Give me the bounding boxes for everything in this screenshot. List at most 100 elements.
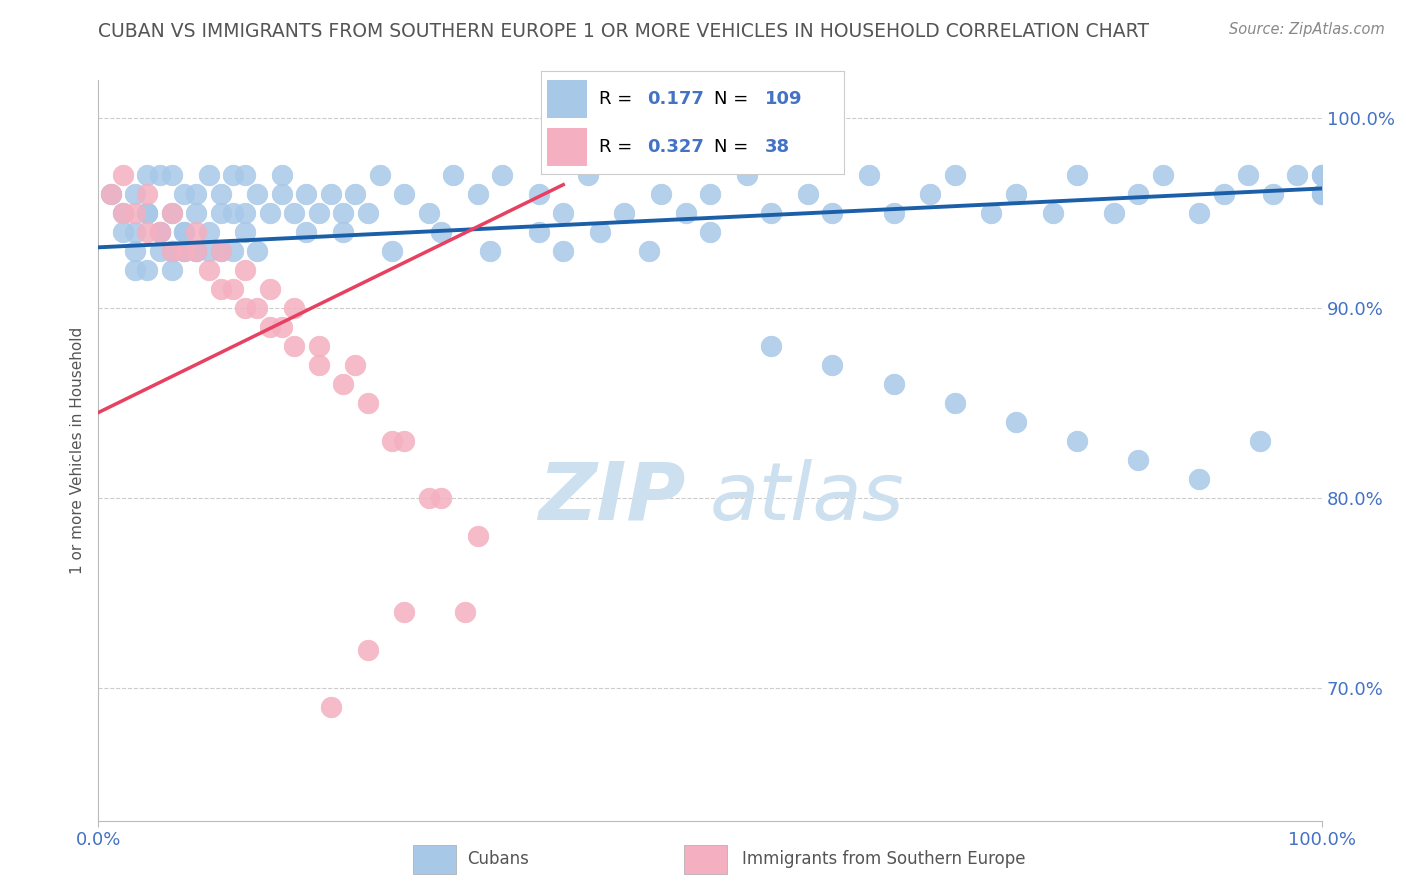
Point — [136, 187, 159, 202]
Point — [100, 187, 122, 202]
Point — [186, 244, 208, 259]
Point — [111, 206, 134, 220]
Point — [576, 168, 599, 182]
Point — [209, 244, 232, 259]
Point — [699, 187, 721, 202]
Point — [356, 396, 378, 410]
Point — [295, 187, 318, 202]
Point — [344, 187, 367, 202]
Point — [160, 206, 183, 220]
Point — [136, 263, 159, 277]
Text: Immigrants from Southern Europe: Immigrants from Southern Europe — [742, 849, 1025, 868]
Point — [136, 168, 159, 182]
Point — [308, 358, 330, 372]
Point — [222, 206, 245, 220]
Point — [233, 206, 256, 220]
Text: 38: 38 — [765, 137, 790, 156]
Point — [100, 187, 122, 202]
Text: 0.327: 0.327 — [647, 137, 704, 156]
Point — [209, 282, 232, 296]
Point — [883, 206, 905, 220]
Point — [160, 206, 183, 220]
Point — [761, 206, 783, 220]
Point — [283, 206, 305, 220]
Point — [308, 339, 330, 353]
Point — [136, 206, 159, 220]
Point — [1066, 168, 1088, 182]
Text: N =: N = — [714, 89, 754, 108]
Point — [368, 168, 391, 182]
Point — [160, 244, 183, 259]
FancyBboxPatch shape — [413, 845, 456, 874]
Point — [527, 225, 550, 239]
Point — [821, 358, 844, 372]
Point — [1188, 472, 1211, 486]
Point — [675, 206, 697, 220]
Point — [1212, 187, 1234, 202]
Point — [858, 168, 880, 182]
Point — [478, 244, 501, 259]
Point — [1286, 168, 1309, 182]
Point — [1261, 187, 1284, 202]
Point — [173, 244, 195, 259]
Point — [124, 244, 146, 259]
Point — [283, 301, 305, 315]
Text: R =: R = — [599, 89, 638, 108]
Point — [699, 225, 721, 239]
Point — [527, 187, 550, 202]
Text: 109: 109 — [765, 89, 803, 108]
Point — [1310, 168, 1333, 182]
Point — [1310, 187, 1333, 202]
Point — [173, 225, 195, 239]
FancyBboxPatch shape — [547, 79, 586, 118]
Point — [246, 187, 269, 202]
Point — [356, 206, 378, 220]
Point — [1250, 434, 1272, 448]
Point — [173, 244, 195, 259]
Point — [308, 206, 330, 220]
Point — [761, 339, 783, 353]
Point — [589, 225, 612, 239]
Point — [283, 339, 305, 353]
Point — [553, 244, 575, 259]
Point — [124, 263, 146, 277]
Point — [418, 491, 440, 505]
Point — [1102, 206, 1125, 220]
Point — [111, 168, 134, 182]
Point — [920, 187, 942, 202]
Point — [149, 168, 172, 182]
Point — [943, 396, 966, 410]
Point — [209, 206, 232, 220]
Point — [319, 187, 342, 202]
Point — [1128, 453, 1150, 467]
Point — [173, 244, 195, 259]
Text: Cubans: Cubans — [467, 849, 530, 868]
Point — [1004, 187, 1026, 202]
Point — [197, 168, 219, 182]
Point — [454, 605, 477, 619]
Point — [233, 263, 256, 277]
Text: 0.177: 0.177 — [647, 89, 704, 108]
Point — [356, 642, 378, 657]
Point — [233, 225, 256, 239]
Point — [797, 187, 820, 202]
Point — [124, 206, 146, 220]
Point — [173, 187, 195, 202]
Point — [332, 225, 354, 239]
Point — [883, 377, 905, 392]
Point — [430, 491, 453, 505]
Point — [821, 206, 844, 220]
Point — [613, 206, 636, 220]
Point — [186, 225, 208, 239]
Point — [381, 244, 404, 259]
Point — [638, 244, 661, 259]
Point — [430, 225, 453, 239]
Point — [270, 320, 294, 334]
Point — [392, 434, 416, 448]
Point — [319, 699, 342, 714]
Point — [1310, 168, 1333, 182]
Point — [246, 244, 269, 259]
Point — [441, 168, 464, 182]
Point — [111, 225, 134, 239]
Point — [209, 244, 232, 259]
